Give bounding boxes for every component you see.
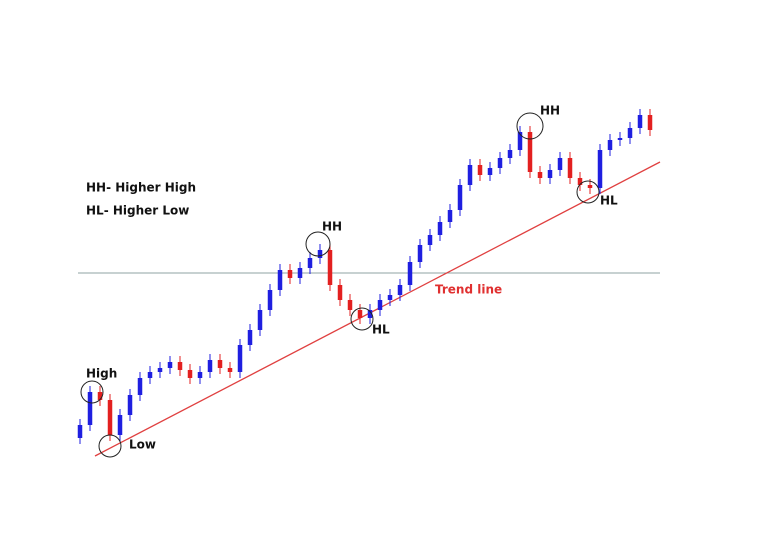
candle-body xyxy=(157,368,163,372)
label-hh: HH xyxy=(540,104,560,118)
candle-body xyxy=(637,115,643,128)
candle-body xyxy=(487,168,493,175)
candle-body xyxy=(237,345,243,372)
label-hh: HH xyxy=(322,220,342,234)
candle-body xyxy=(327,250,333,285)
candle-body xyxy=(587,185,593,188)
candle-body xyxy=(207,360,213,372)
candle-body xyxy=(477,165,483,175)
candle-body xyxy=(467,165,473,185)
candle-body xyxy=(437,222,443,235)
candle-body xyxy=(557,158,563,170)
candle-body xyxy=(87,392,93,425)
candle-body xyxy=(337,285,343,300)
circles xyxy=(80,112,600,458)
label-hl: HL xyxy=(372,323,390,337)
candle-body xyxy=(577,178,583,185)
candle-body xyxy=(77,425,83,438)
candle-body xyxy=(107,400,113,435)
candle-body xyxy=(507,150,513,158)
candle-body xyxy=(137,378,143,395)
candle-body xyxy=(167,362,173,368)
candle-body xyxy=(217,360,223,368)
candle-body xyxy=(607,140,613,150)
candle-body xyxy=(547,170,553,178)
label-trend-line: Trend line xyxy=(435,283,502,297)
candle-body xyxy=(517,132,523,150)
candle-body xyxy=(647,115,653,130)
candle-body xyxy=(147,372,153,378)
candle-body xyxy=(297,268,303,278)
circle xyxy=(305,231,331,257)
candle-body xyxy=(317,250,323,258)
candle-body xyxy=(97,392,103,400)
circle xyxy=(516,112,544,140)
circle xyxy=(98,434,122,458)
legend-hl: HL- Higher Low xyxy=(86,204,189,218)
candle-body xyxy=(527,132,533,172)
candle-body xyxy=(447,210,453,222)
candle-body xyxy=(117,415,123,435)
candle-body xyxy=(417,245,423,262)
candle-body xyxy=(377,300,383,310)
candle-body xyxy=(177,362,183,370)
candle-body xyxy=(537,172,543,178)
candle-body xyxy=(627,128,633,138)
candle-body xyxy=(267,290,273,310)
candle-body xyxy=(197,372,203,378)
candles xyxy=(77,109,653,444)
trend-line xyxy=(94,161,661,457)
candle-body xyxy=(427,235,433,245)
candle-body xyxy=(307,258,313,268)
candle-body xyxy=(227,368,233,372)
circle xyxy=(350,307,374,331)
legend-hh: HH- Higher High xyxy=(86,181,196,195)
candle-body xyxy=(617,138,623,140)
candle-body xyxy=(257,310,263,330)
circle xyxy=(80,380,104,404)
candle-body xyxy=(567,158,573,178)
label-high: High xyxy=(86,367,117,381)
candle-body xyxy=(497,158,503,168)
candle-body xyxy=(357,310,363,318)
label-low: Low xyxy=(129,438,156,452)
candle-body xyxy=(277,270,283,290)
candle-body xyxy=(397,285,403,295)
candle-body xyxy=(127,395,133,415)
candle-body xyxy=(407,262,413,285)
candle-body xyxy=(597,150,603,188)
circle xyxy=(576,180,600,204)
label-hl: HL xyxy=(600,194,618,208)
candle-body xyxy=(187,370,193,378)
candle-body xyxy=(247,330,253,345)
candle-body xyxy=(347,300,353,310)
candle-body xyxy=(387,295,393,300)
candle-body xyxy=(287,270,293,278)
candle-body xyxy=(457,185,463,210)
candle-body xyxy=(367,310,373,318)
